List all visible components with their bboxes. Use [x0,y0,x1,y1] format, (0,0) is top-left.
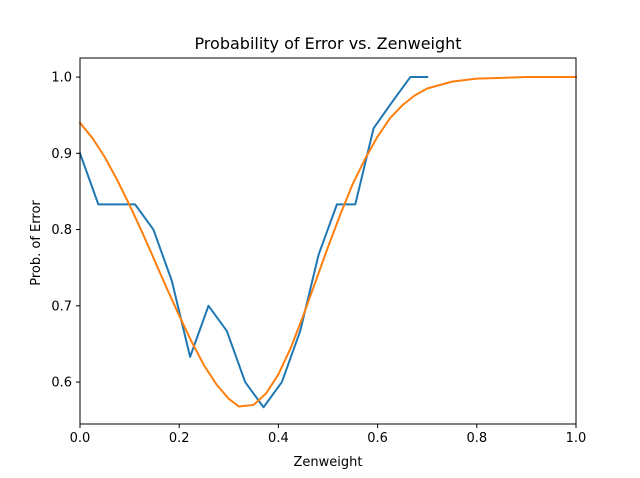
y-tick-label: 0.6 [51,376,72,391]
x-axis-label: Zenweight [294,455,363,470]
y-tick-label: 0.8 [51,223,72,238]
series-line-2 [78,76,577,408]
y-tick-label: 1.0 [51,71,72,86]
x-tick-label: 1.0 [566,431,587,446]
y-axis-label: Prob. of Error [29,200,44,286]
x-tick-label: 0.2 [169,431,190,446]
x-tick-label: 0.4 [268,431,289,446]
plot-area: 0.0 0.2 0.4 0.6 0.8 1.0 0.6 0.7 0.8 0.9 1.0 [51,57,587,446]
x-tick-label: 0.8 [466,431,487,446]
plot-frame [79,57,577,425]
y-tick-label: 0.7 [51,299,72,314]
x-tick-label: 0.6 [367,431,388,446]
x-tick-label: 0.0 [70,431,91,446]
chart-title: Probability of Error vs. Zenweight [194,34,461,53]
series-line-1 [78,76,429,409]
y-tick-label: 0.9 [51,147,72,162]
